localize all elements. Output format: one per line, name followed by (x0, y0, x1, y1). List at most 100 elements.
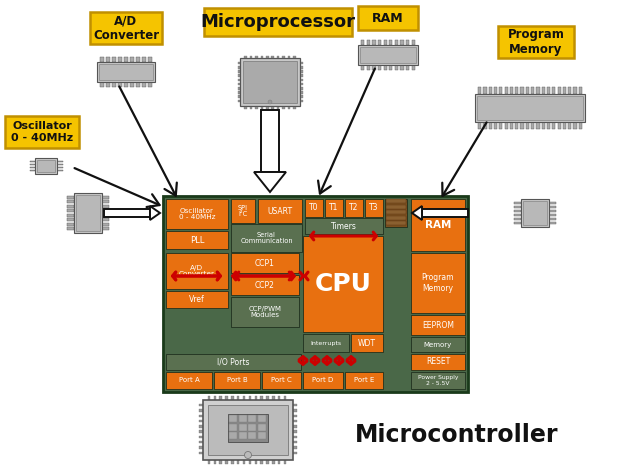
Bar (166, 231, 228, 249)
Bar (67, 228, 74, 230)
Bar (484, 122, 487, 129)
Text: CCP2: CCP2 (255, 281, 275, 290)
Text: Port E: Port E (354, 377, 374, 383)
Bar (148, 57, 152, 62)
Bar (238, 100, 240, 102)
Bar (278, 396, 280, 400)
Bar (300, 91, 303, 94)
Bar (478, 122, 481, 129)
Bar (510, 87, 513, 94)
Bar (199, 441, 203, 443)
Polygon shape (254, 172, 286, 192)
Bar (238, 62, 240, 64)
Bar (238, 83, 240, 85)
Bar (288, 106, 290, 109)
Bar (305, 199, 323, 217)
Bar (542, 122, 545, 129)
Text: RAM: RAM (372, 11, 404, 25)
Bar (300, 74, 303, 77)
Bar (213, 460, 216, 464)
Bar (255, 55, 258, 58)
Bar (489, 87, 492, 94)
Bar (238, 91, 240, 94)
Bar (411, 40, 415, 45)
Bar (579, 87, 582, 94)
Bar (547, 122, 550, 129)
Bar (293, 436, 297, 438)
Bar (99, 64, 153, 80)
Bar (325, 199, 343, 217)
Text: PLL: PLL (190, 236, 204, 245)
Bar (231, 199, 255, 223)
Bar (300, 100, 303, 102)
Bar (57, 166, 62, 168)
Bar (102, 205, 109, 208)
Bar (411, 315, 465, 335)
Bar (166, 253, 228, 289)
Text: USART: USART (268, 207, 293, 216)
Bar (358, 6, 418, 30)
Bar (231, 396, 233, 400)
Bar (514, 210, 521, 212)
Bar (521, 199, 549, 227)
Bar (258, 415, 265, 422)
Bar (214, 372, 260, 389)
Text: Program
Memory: Program Memory (422, 273, 454, 292)
Bar (102, 214, 109, 217)
Bar (57, 161, 62, 163)
Bar (498, 26, 574, 58)
Bar (345, 372, 383, 389)
Bar (102, 201, 109, 203)
Bar (112, 82, 116, 87)
Bar (35, 158, 57, 174)
Bar (229, 415, 237, 422)
Bar (293, 446, 297, 449)
Bar (97, 62, 155, 82)
Bar (563, 122, 566, 129)
Bar (499, 87, 502, 94)
Bar (573, 87, 577, 94)
Bar (204, 8, 352, 36)
Bar (300, 70, 303, 73)
Bar (148, 82, 152, 87)
Bar (489, 122, 492, 129)
Bar (573, 122, 577, 129)
Bar (213, 396, 216, 400)
Bar (278, 460, 280, 464)
Bar (136, 82, 140, 87)
Bar (106, 57, 110, 62)
Bar (231, 460, 233, 464)
Bar (90, 12, 162, 44)
Bar (531, 87, 534, 94)
Bar (288, 55, 290, 58)
Bar (361, 65, 364, 70)
Bar (284, 460, 286, 464)
Bar (515, 87, 519, 94)
Bar (358, 45, 418, 65)
Text: Microprocessor: Microprocessor (200, 13, 356, 31)
Bar (406, 40, 409, 45)
Bar (385, 199, 407, 227)
Bar (245, 106, 247, 109)
Bar (293, 404, 297, 407)
Bar (238, 423, 246, 430)
Bar (303, 372, 343, 389)
Text: I/O Ports: I/O Ports (217, 357, 250, 366)
Bar (378, 65, 381, 70)
Bar (514, 214, 521, 216)
Bar (100, 57, 104, 62)
Bar (277, 55, 280, 58)
Bar (237, 396, 240, 400)
Bar (238, 70, 240, 73)
Bar (558, 122, 561, 129)
Bar (477, 96, 583, 120)
Bar (238, 95, 240, 98)
Bar (389, 40, 392, 45)
Bar (102, 228, 109, 230)
Bar (100, 82, 104, 87)
Bar (266, 106, 268, 109)
Bar (104, 209, 150, 217)
Bar (277, 106, 280, 109)
Bar (67, 223, 74, 226)
Text: T0: T0 (310, 203, 319, 212)
